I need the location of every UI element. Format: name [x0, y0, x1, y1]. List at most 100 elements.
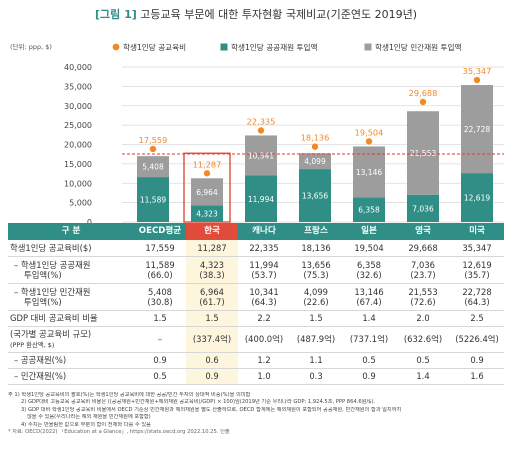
cell-percent: (66.0) — [147, 270, 173, 280]
cell-value: 0.9 — [470, 355, 484, 366]
data-label-private: 10,341 — [248, 151, 274, 160]
row-label: GDP 대비 공교육비 비율 — [8, 310, 134, 327]
data-label-public: 11,994 — [248, 195, 274, 204]
cell-percent: (23.7) — [410, 270, 436, 280]
table-cell: 11,994 (53.7) — [238, 256, 290, 284]
table-cell: 0.9 — [134, 352, 186, 369]
row-label-text: (국가별 공교육비 규모) — [10, 329, 92, 339]
cell-value: 0.6 — [205, 355, 219, 366]
table-header-cell: 미국 — [450, 223, 504, 240]
table-cell: 21,553 (72.6) — [396, 283, 450, 311]
data-label-private: 6,964 — [196, 188, 218, 197]
legend-label: 학생1인당 공공재원 투입액 — [231, 42, 318, 52]
table-cell: – — [134, 326, 186, 353]
cell-value: 1.2 — [257, 355, 271, 366]
bar-private — [299, 153, 331, 170]
total-marker — [311, 143, 319, 150]
table-cell: 1.6 — [450, 368, 504, 385]
table-cell: (632.6억) — [396, 326, 450, 353]
cell-value: 1.5 — [205, 313, 219, 324]
cell-value: (400.0억) — [244, 334, 284, 345]
table-cell: 2.2 — [238, 310, 290, 327]
bar-public — [191, 205, 223, 222]
korea-highlight-box — [183, 152, 231, 223]
cell-percent: (30.8) — [147, 297, 173, 307]
table-cell: (400.0억) — [238, 326, 290, 353]
table-cell: 11,287 — [186, 240, 238, 257]
legend-swatch-private — [364, 43, 372, 51]
table-cell: 0.9 — [450, 352, 504, 369]
data-table: 구 분 OECD평균 한국 캐나다 프랑스 일본 영국 미국 학생1인당 공교육비($) 17,5… — [8, 223, 504, 385]
bar-private — [461, 85, 493, 174]
cell-percent: (64.3) — [464, 297, 490, 307]
figure-title-text: 고등교육 부문에 대한 투자현황 국제비교(기준연도 2019년) — [140, 8, 417, 21]
cell-value: 2.5 — [470, 313, 484, 324]
table-row: – 학생1인당 민간재원 투입액(%) 5,408 (30.8) 6,964 (61.7)… — [8, 283, 504, 311]
table-cell: 0.6 — [186, 352, 238, 369]
cell-percent: (67.4) — [356, 297, 382, 307]
cell-value: 0.9 — [153, 355, 167, 366]
cell-value: 12,619 — [462, 259, 492, 270]
total-marker — [473, 76, 481, 84]
data-label-private: 13,146 — [356, 168, 382, 177]
table-cell: (487.9억) — [290, 326, 342, 353]
footnotes: 주 1) 학생1인당 공교육비의 괄호(%)는 학생1인당 공교육비에 대한 공… — [8, 392, 508, 436]
cell-percent: (64.3) — [251, 297, 277, 307]
cell-value: 1.1 — [309, 355, 323, 366]
data-label-total: 35,347 — [463, 66, 492, 76]
cell-value: 6,964 — [200, 286, 224, 297]
y-tick-label: 30,000 — [64, 102, 92, 111]
bar-private — [191, 178, 223, 206]
footnote-3: 3) GDP 대비 학생1인당 공교육비 비율에서 OECD 기준상 민간재원과… — [21, 406, 402, 413]
cell-value: 35,347 — [462, 242, 492, 253]
cell-value: (737.1억) — [349, 334, 389, 345]
table-row: GDP 대비 공교육비 비율 1.5 1.5 2.2 1.5 1.4 2.0 2.5 — [8, 310, 504, 327]
data-label-total: 18,136 — [301, 133, 330, 143]
total-marker — [203, 170, 211, 177]
cell-percent: (53.7) — [251, 270, 277, 280]
table-cell: (337.4억) — [186, 326, 238, 353]
cell-value: 1.4 — [416, 371, 430, 382]
table-cell: (737.1억) — [342, 326, 396, 353]
table-cell: 4,323 (38.3) — [186, 256, 238, 284]
table-cell: 1.0 — [238, 368, 290, 385]
cell-value: 1.5 — [309, 313, 323, 324]
table-cell: 4,099 (22.6) — [290, 283, 342, 311]
table-cell: 19,504 — [342, 240, 396, 257]
y-tick-label: 0 — [87, 218, 92, 226]
table-header-cell: 캐나다 — [238, 223, 290, 240]
table-header-cell: 영국 — [396, 223, 450, 240]
bar-public — [353, 197, 385, 222]
cell-value: 1.0 — [257, 371, 271, 382]
cell-value: (5226.4억) — [455, 334, 499, 345]
footnote-2: 2) GDP대비 고등교육 공교육비 비율은 ((공공재원+민간재원+해외재원 … — [21, 399, 376, 406]
table-header-cell: 프랑스 — [290, 223, 342, 240]
footnote-3-cont: 않을 수 있음(우리나라는 해외 재원을 민간재원에 포함함) — [27, 414, 151, 421]
cell-value: 1.4 — [362, 313, 376, 324]
y-tick-label: 20,000 — [64, 141, 92, 150]
table-cell: 11,589 (66.0) — [134, 256, 186, 284]
cell-value: 13,146 — [354, 286, 384, 297]
table-header-cell: 구 분 — [8, 223, 134, 240]
table-cell: 0.9 — [186, 368, 238, 385]
table-row: – 민간재원(%) 0.5 0.9 1.0 0.3 0.9 1.4 1.6 — [8, 368, 504, 385]
row-label-subtext: 투입액(%) — [24, 297, 62, 307]
cell-value: 2.0 — [416, 313, 430, 324]
cell-value: (487.9억) — [296, 334, 336, 345]
bar-public — [137, 177, 169, 222]
row-label: (국가별 공교육비 규모) (PPP 환산액, $) — [8, 326, 134, 353]
table-cell: 1.1 — [290, 352, 342, 369]
table-cell: 6,358 (32.6) — [342, 256, 396, 284]
table-cell: 0.5 — [396, 352, 450, 369]
row-label-text: – 민간재원(%) — [14, 371, 67, 382]
table-cell: 1.2 — [238, 352, 290, 369]
table-cell: 1.5 — [186, 310, 238, 327]
cell-value: 11,589 — [145, 259, 175, 270]
cell-value: 6,358 — [357, 259, 381, 270]
cell-value: 19,504 — [354, 242, 384, 253]
bar-public — [461, 173, 493, 222]
data-label-public: 13,656 — [302, 192, 328, 201]
total-marker — [149, 145, 157, 153]
data-label-public: 11,589 — [140, 196, 166, 205]
cell-value: 7,036 — [411, 259, 435, 270]
